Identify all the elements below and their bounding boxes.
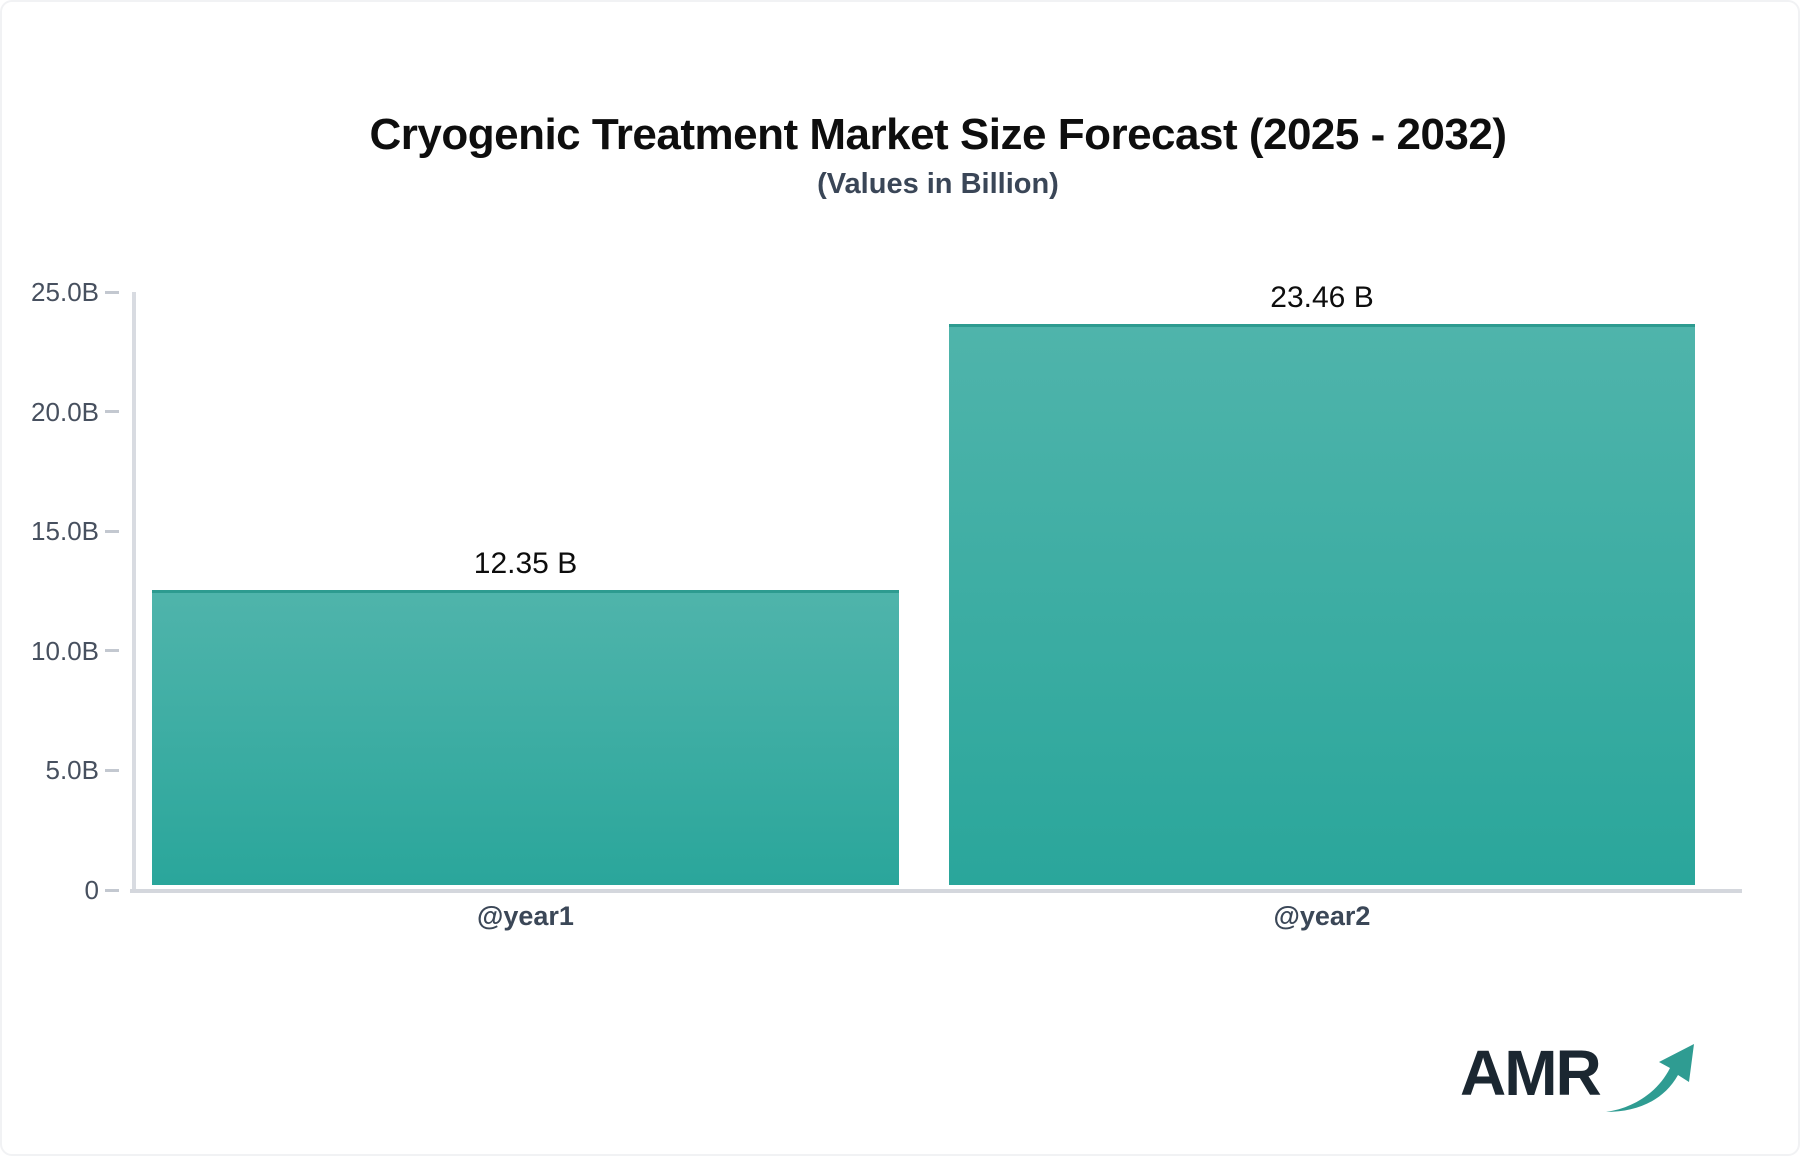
y-tick-label: 0	[84, 875, 99, 905]
y-axis-line	[132, 292, 136, 890]
y-tick-label: 5.0B	[45, 755, 100, 786]
logo-text: AMR	[1460, 1037, 1602, 1109]
x-axis-baseline	[130, 889, 1742, 893]
bar-year2[interactable]	[949, 323, 1695, 885]
y-tick-mark	[105, 888, 119, 892]
chart-title: Cryogenic Treatment Market Size Forecast…	[369, 110, 1507, 159]
y-tick-label: 25.0B	[31, 277, 99, 307]
y-tick-mark	[105, 768, 119, 772]
brand-logo: AMR	[1460, 1030, 1700, 1122]
y-tick-label: 15.0B	[31, 516, 99, 547]
y-tick-mark	[105, 290, 119, 294]
bar-value-label: 23.46 B	[1270, 280, 1374, 314]
growth-arrow-icon	[1606, 1044, 1694, 1112]
bar-year1[interactable]	[152, 589, 899, 885]
x-axis-category-label: @year1	[477, 901, 574, 931]
y-tick-label: 10.0B	[31, 635, 99, 666]
y-tick-mark	[105, 649, 119, 653]
x-axis-category-label: @year2	[1273, 901, 1371, 931]
y-tick-mark	[105, 529, 119, 533]
y-tick-label: 20.0B	[31, 396, 99, 427]
chart-subtitle: (Values in Billion)	[817, 168, 1059, 200]
y-tick-mark	[105, 410, 119, 414]
bar-value-label: 12.35 B	[473, 546, 578, 580]
